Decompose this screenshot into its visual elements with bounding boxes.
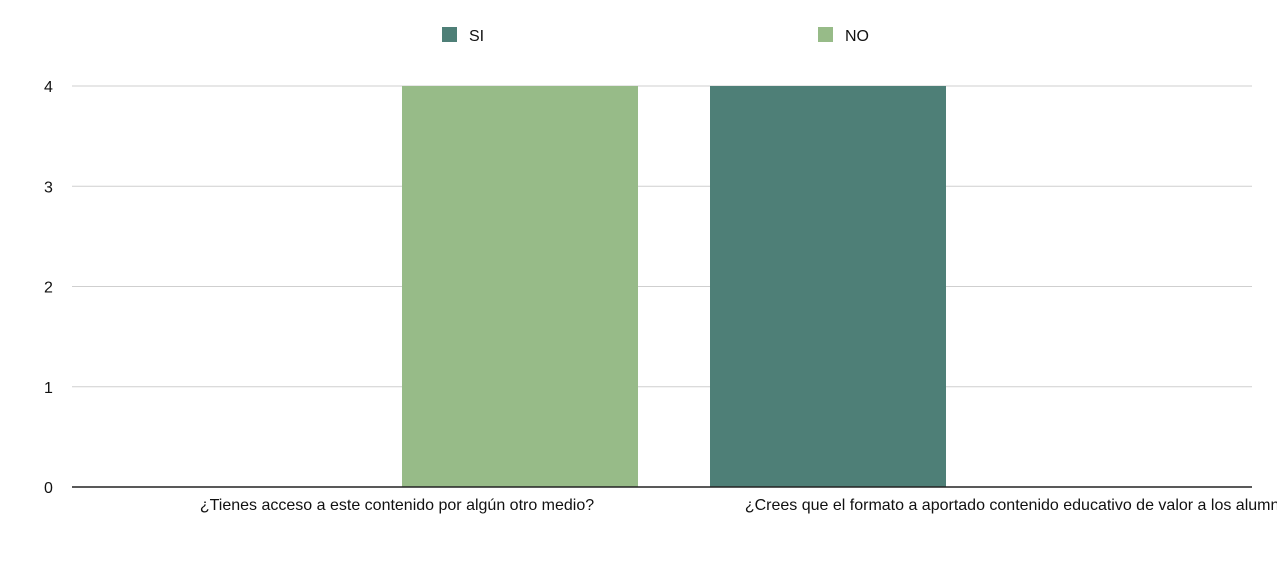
y-tick-label: 1 [44,380,53,397]
legend-label-si: SI [469,28,484,45]
y-tick-label: 3 [44,179,53,196]
grid-lines [72,85,1252,388]
x-axis-labels: ¿Tienes acceso a este contenido por algú… [200,497,1277,514]
legend: SI NO [442,27,869,45]
y-tick-label: 0 [44,480,53,497]
bar-no-0 [402,86,638,487]
legend-swatch-si [442,27,457,42]
legend-swatch-no [818,27,833,42]
x-category-label: ¿Tienes acceso a este contenido por algú… [200,497,594,514]
y-tick-label: 2 [44,280,53,297]
y-axis-ticks: 0 1 2 3 4 [44,79,53,497]
y-tick-label: 4 [44,79,53,96]
bar-si-1 [710,86,946,487]
bars [402,86,946,487]
legend-label-no: NO [845,28,869,45]
x-category-label: ¿Crees que el formato a aportado conteni… [745,497,1277,514]
